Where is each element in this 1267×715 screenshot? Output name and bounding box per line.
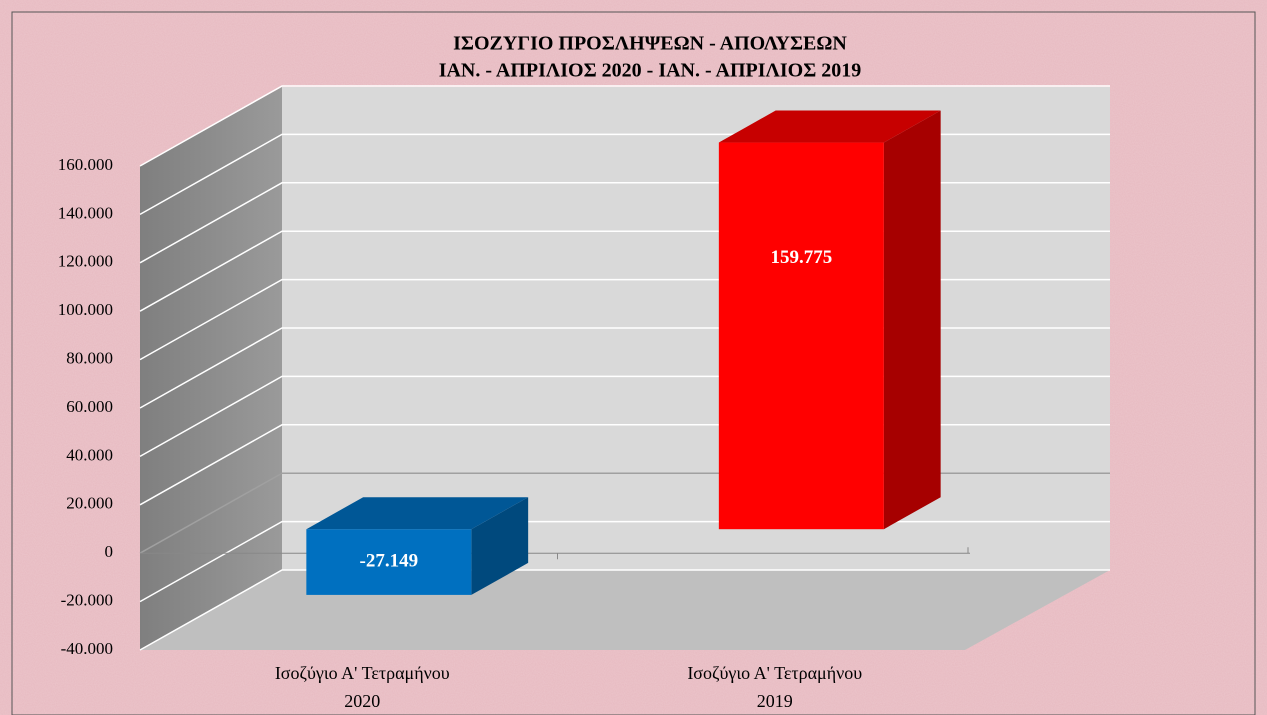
- y-tick-label: 140.000: [58, 203, 113, 222]
- frame: [11, 11, 1256, 715]
- y-tick-label: 120.000: [58, 252, 113, 271]
- y-tick-label: 40.000: [66, 445, 113, 464]
- bar: [306, 529, 472, 595]
- bar-top: [718, 110, 941, 143]
- bar: [718, 142, 884, 530]
- x-tick-label: Ισοζύγιο Α' Τετραμήνου 2019: [687, 663, 862, 711]
- floor: [140, 570, 1110, 650]
- y-tick-label: -20.000: [61, 591, 113, 610]
- grid-line: [139, 85, 1110, 167]
- bar-top: [306, 497, 529, 530]
- y-tick-label: 160.000: [58, 155, 113, 174]
- y-tick-label: 80.000: [66, 349, 113, 368]
- grid-line: [139, 569, 1110, 651]
- y-tick-label: 100.000: [58, 300, 113, 319]
- x-tick-label: Ισοζύγιο Α' Τετραμήνου 2020: [275, 663, 450, 711]
- bar-side: [471, 497, 529, 595]
- y-tick-label: 60.000: [66, 397, 113, 416]
- bar-side: [883, 110, 941, 530]
- chart-subtitle: ΙΑΝ. - ΑΠΡΙΛΙΟΣ 2020 - ΙΑΝ. - ΑΠΡΙΛΙΟΣ 2…: [439, 60, 862, 82]
- y-tick-label: 0: [105, 542, 114, 561]
- value-label: 159.775: [770, 247, 832, 268]
- y-tick-label: 20.000: [66, 494, 113, 513]
- value-label: -27.149: [360, 550, 419, 571]
- chart-title: ΙΣΟΖΥΓΙΟ ΠΡΟΣΛΗΨΕΩΝ - ΑΠΟΛΥΣΕΩΝ: [453, 33, 847, 55]
- y-tick-label: -40.000: [61, 639, 113, 658]
